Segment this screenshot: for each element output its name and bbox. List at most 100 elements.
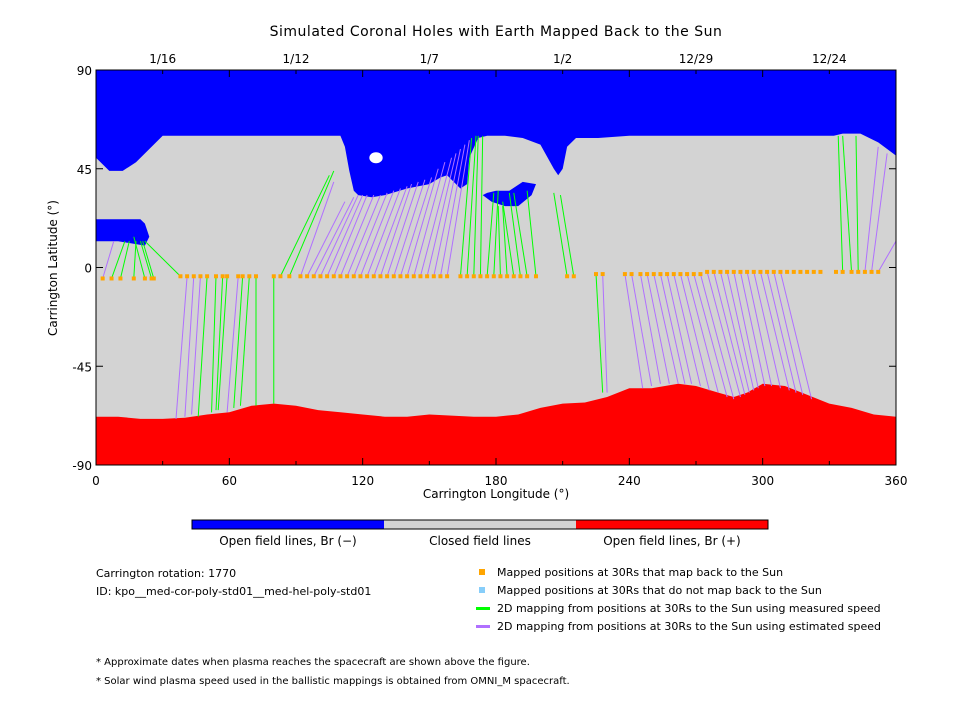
mapped-point-31	[358, 274, 363, 279]
x-tick-label-2: 120	[351, 474, 374, 488]
measured-mapping-line-30	[559, 195, 575, 277]
axes: 0 60 120 180 240 300 360 -90 -45 0 45 90 1/16 1/12 1/7…	[72, 52, 907, 488]
mapped-point-17	[247, 274, 252, 279]
footnote-speed: * Solar wind plasma speed used in the ba…	[96, 676, 570, 687]
estimated-mapping-line-37	[679, 273, 710, 391]
estimated-mapping-line-34	[659, 273, 686, 384]
mapped-point-21	[287, 274, 292, 279]
estimated-mapping-line-13	[353, 192, 388, 277]
mapped-point-89	[811, 269, 816, 274]
estimated-mapping-line-54	[871, 153, 888, 272]
measured-mapping-line-7	[197, 276, 208, 417]
estimated-mapping-line-40	[699, 273, 735, 400]
y-tick-label-3: 45	[77, 163, 92, 177]
estimated-mapping-line-31	[639, 273, 661, 384]
mapped-point-86	[791, 269, 796, 274]
estimated-mapping-line-47	[746, 271, 773, 387]
estimated-mapping-line-11	[339, 194, 375, 277]
estimated-mapping-line-1	[175, 276, 188, 419]
date-label-0: 1/16	[149, 52, 176, 66]
colorbar-label-1: Closed field lines	[429, 534, 531, 548]
mapped-point-57	[565, 274, 570, 279]
estimated-mapping-line-18	[386, 181, 419, 277]
y-tick-label-2: 0	[84, 262, 92, 276]
mapped-point-36	[391, 274, 396, 279]
x-tick-label-1: 60	[222, 474, 237, 488]
measured-mapping-line-2	[133, 241, 137, 279]
mapped-point-2	[118, 276, 123, 281]
mapped-point-78	[738, 269, 743, 274]
estimated-mapping-line-15	[366, 188, 401, 277]
measured-mapping-line-29	[553, 192, 568, 277]
x-axis-label: Carrington Longitude (°)	[423, 487, 569, 501]
y-axis-label: Carrington Latitude (°)	[46, 200, 60, 336]
estimated-mapping-line-25	[433, 148, 461, 277]
mapped-point-5	[149, 276, 154, 281]
colorbar-segment-1	[384, 520, 576, 529]
mapped-point-76	[725, 269, 730, 274]
mapped-point-3	[131, 276, 136, 281]
mapped-point-38	[405, 274, 410, 279]
estimated-mapping-line-5	[299, 181, 335, 277]
mapped-point-77	[731, 269, 736, 274]
colorbar-frame	[191, 519, 769, 530]
mapped-point-40	[418, 274, 423, 279]
measured-mapping-line-21	[486, 192, 495, 277]
x-tick-label-4: 240	[618, 474, 641, 488]
measured-mapping-line-12	[239, 276, 250, 406]
mapped-point-84	[778, 269, 783, 274]
mapped-point-79	[745, 269, 750, 274]
mapped-point-24	[311, 274, 316, 279]
date-label-5: 12/24	[812, 52, 847, 66]
mapped-point-11	[205, 274, 210, 279]
estimated-mapping-line-17	[379, 183, 413, 277]
mapped-point-1	[109, 276, 114, 281]
mapped-point-18	[254, 274, 258, 279]
mapped-point-52	[505, 274, 510, 279]
estimated-mapping-line-19	[393, 179, 426, 277]
measured-mapping-line-9	[215, 276, 224, 411]
mapped-point-63	[638, 272, 643, 277]
mapped-point-32	[365, 274, 370, 279]
measured-mapping-line-31	[595, 274, 604, 393]
mapped-point-56	[534, 274, 538, 279]
measured-mapping-line-27	[513, 192, 528, 277]
measured-mapping-line-33	[842, 135, 853, 272]
measured-mapping-line-16	[288, 170, 335, 277]
estimated-mapping-line-33	[653, 273, 679, 384]
mapped-point-67	[665, 272, 670, 277]
measured-mapping-line-15	[279, 175, 330, 277]
legend-label-estimated: 2D mapping from positions at 30Rs to the…	[497, 620, 882, 633]
mapped-point-91	[834, 269, 838, 274]
date-label-4: 12/29	[679, 52, 714, 66]
model-id: ID: kpo__med-cor-poly-std01__med-hel-pol…	[96, 585, 372, 598]
estimated-mapping-line-2	[184, 276, 195, 417]
legend-label-measured: 2D mapping from positions at 30Rs to the…	[497, 602, 881, 615]
mapped-point-80	[751, 269, 756, 274]
mapped-point-0	[100, 276, 105, 281]
measured-mapping-line-17	[459, 137, 473, 277]
mapped-point-74	[711, 269, 716, 274]
mapped-point-82	[765, 269, 770, 274]
measured-mapping-line-34	[855, 135, 859, 272]
estimated-mapping-line-20	[399, 177, 433, 277]
mapped-point-97	[876, 269, 881, 274]
mapped-point-69	[678, 272, 683, 277]
mapped-point-71	[691, 272, 696, 277]
mapped-point-54	[518, 274, 523, 279]
estimated-mapping-line-53	[864, 146, 879, 272]
estimated-mapping-line-36	[673, 273, 701, 387]
mapped-point-83	[771, 269, 776, 274]
mapped-point-95	[862, 269, 867, 274]
mapped-point-81	[758, 269, 763, 274]
mapped-point-14	[225, 274, 230, 279]
mapped-point-51	[498, 274, 503, 279]
estimated-mapping-line-49	[759, 271, 790, 391]
mapped-point-41	[425, 274, 430, 279]
measured-mapping-line-23	[497, 206, 501, 277]
mapped-point-66	[658, 272, 663, 277]
mapped-point-49	[485, 274, 490, 279]
closed-island-1	[369, 152, 383, 164]
estimated-mapping-line-0	[102, 241, 115, 279]
